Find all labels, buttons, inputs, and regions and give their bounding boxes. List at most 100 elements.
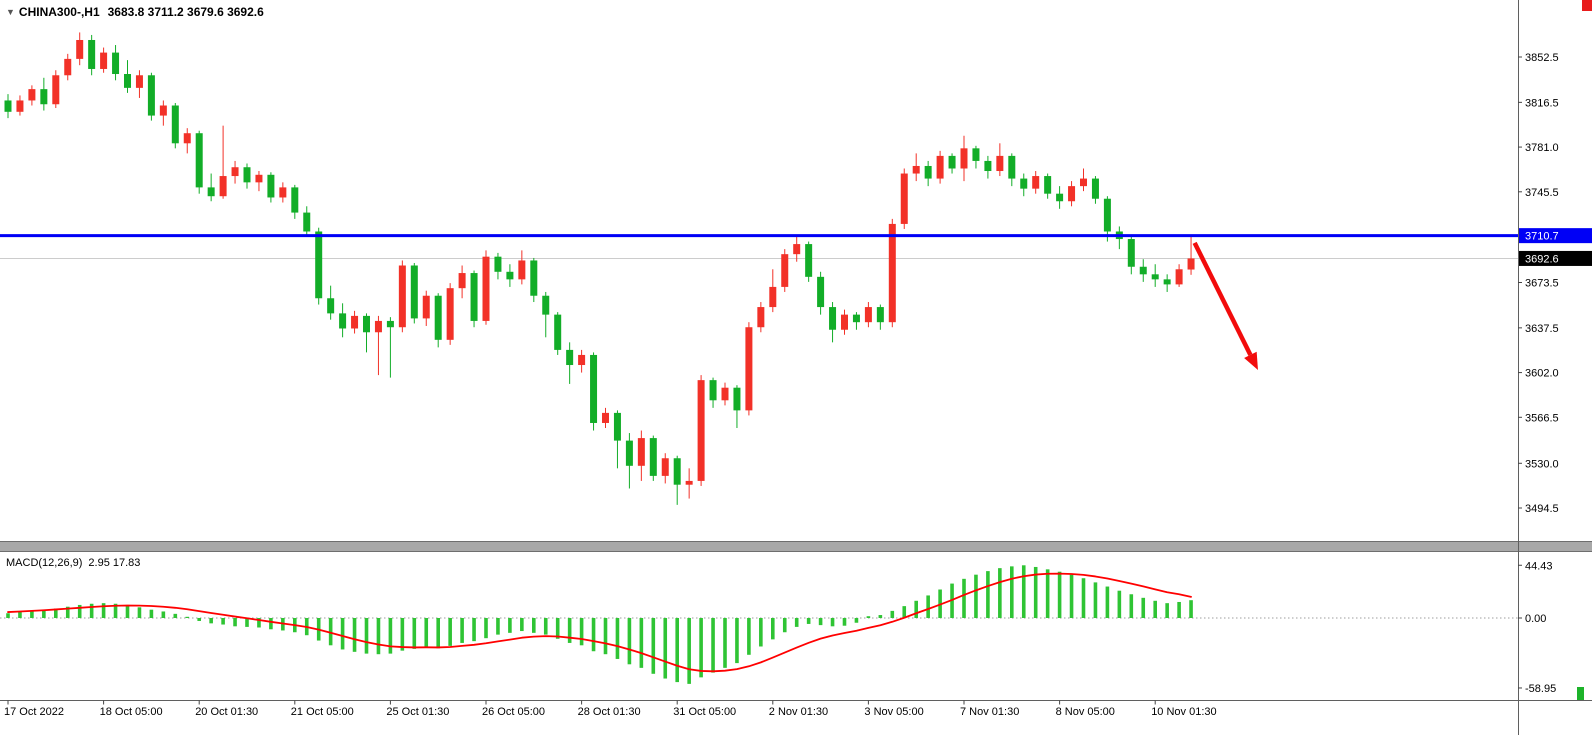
candle-body bbox=[470, 273, 478, 321]
macd-histogram-bar bbox=[412, 618, 417, 649]
price-axis-label: 3852.5 bbox=[1525, 52, 1559, 64]
macd-histogram-bar bbox=[830, 618, 835, 627]
macd-histogram-bar bbox=[340, 618, 345, 650]
candle-body bbox=[243, 167, 251, 183]
macd-histogram-bar bbox=[18, 612, 22, 618]
macd-histogram-bar bbox=[591, 618, 596, 652]
time-axis-label: 7 Nov 01:30 bbox=[960, 706, 1019, 718]
trend-arrow-shaft[interactable] bbox=[1192, 241, 1253, 356]
macd-histogram-bar bbox=[1057, 571, 1062, 618]
candle-body bbox=[781, 254, 789, 287]
macd-histogram-bar bbox=[1105, 586, 1110, 618]
time-axis-label: 17 Oct 2022 bbox=[4, 706, 64, 718]
panel-separator[interactable] bbox=[0, 541, 1592, 552]
candle-body bbox=[267, 174, 275, 198]
macd-histogram-bar bbox=[1189, 600, 1193, 618]
price-axis-label: 3745.5 bbox=[1525, 187, 1559, 199]
candle-body bbox=[948, 155, 956, 169]
macd-histogram-bar bbox=[627, 618, 632, 665]
candle-body bbox=[1187, 258, 1195, 270]
price-axis-label: 3673.5 bbox=[1525, 278, 1559, 290]
macd-histogram-bar bbox=[185, 616, 190, 618]
candle-body bbox=[888, 223, 896, 323]
macd-histogram-bar bbox=[6, 613, 10, 618]
candle-body bbox=[518, 260, 526, 280]
trend-arrow[interactable] bbox=[1192, 241, 1258, 371]
macd-histogram-bar bbox=[1010, 566, 1014, 618]
macd-histogram-bar bbox=[974, 574, 978, 618]
candle-body bbox=[1080, 178, 1087, 187]
time-axis-label: 10 Nov 01:30 bbox=[1151, 706, 1216, 718]
candles-layer bbox=[4, 32, 1195, 505]
macd-histogram-bar bbox=[723, 618, 727, 668]
macd-histogram-bar bbox=[257, 618, 261, 628]
candle-body bbox=[864, 307, 872, 323]
candle-body bbox=[972, 148, 980, 161]
candle-body bbox=[112, 52, 120, 75]
candle-body bbox=[446, 288, 454, 340]
candle-body bbox=[530, 260, 538, 296]
candle-body bbox=[1056, 193, 1064, 202]
macd-histogram-bar bbox=[1081, 578, 1086, 618]
macd-histogram-bar bbox=[173, 613, 178, 618]
macd-histogram-bar bbox=[1165, 603, 1169, 618]
macd-histogram-bar bbox=[1141, 597, 1146, 618]
candle-body bbox=[542, 295, 550, 315]
trend-arrow-head[interactable] bbox=[1244, 351, 1258, 371]
candle-body bbox=[88, 39, 96, 69]
candle-body bbox=[912, 165, 920, 174]
candle-body bbox=[1175, 269, 1183, 285]
candle-body bbox=[554, 314, 562, 350]
macd-axis-label: -58.95 bbox=[1525, 683, 1556, 695]
bid-price-tag-text: 3692.6 bbox=[1525, 253, 1559, 265]
macd-histogram-bar bbox=[233, 618, 237, 627]
candle-body bbox=[64, 58, 72, 76]
macd-histogram-bar bbox=[149, 609, 154, 618]
macd-signal-line bbox=[7, 572, 1192, 673]
macd-histogram-bar bbox=[496, 618, 500, 635]
macd-histogram-bar bbox=[567, 618, 572, 643]
macd-histogram-bar bbox=[675, 618, 679, 683]
macd-histogram-bar bbox=[209, 618, 213, 624]
candle-body bbox=[1020, 178, 1028, 189]
candle-body bbox=[1032, 176, 1040, 189]
symbol-dropdown-icon[interactable]: ▼ bbox=[6, 7, 15, 17]
macd-histogram-bar bbox=[878, 615, 883, 618]
time-axis-label: 8 Nov 05:00 bbox=[1056, 706, 1115, 718]
candle-body bbox=[829, 307, 837, 330]
candle-body bbox=[996, 155, 1004, 172]
candle-body bbox=[721, 387, 729, 401]
macd-histogram-bar bbox=[436, 618, 440, 649]
price-axis-label: 3566.5 bbox=[1525, 412, 1559, 424]
macd-histogram-bar bbox=[1021, 565, 1026, 618]
macd-values: 2.95 17.83 bbox=[88, 557, 141, 569]
candle-body bbox=[1068, 186, 1076, 202]
candle-body bbox=[291, 187, 299, 213]
candle-body bbox=[757, 307, 765, 328]
candle-body bbox=[327, 298, 335, 314]
macd-histogram-bar bbox=[1069, 574, 1074, 618]
candle-body bbox=[279, 187, 287, 198]
macd-histogram-bar bbox=[137, 607, 142, 618]
time-axis-label: 28 Oct 01:30 bbox=[578, 706, 641, 718]
candle-body bbox=[506, 271, 514, 280]
time-axis-label: 21 Oct 05:00 bbox=[291, 706, 354, 718]
candle-body bbox=[374, 320, 382, 333]
macd-histogram-bar bbox=[1033, 566, 1038, 618]
candle-body bbox=[578, 354, 586, 366]
candle-body bbox=[195, 133, 203, 188]
macd-histogram-layer bbox=[6, 565, 1193, 684]
macd-histogram-bar bbox=[747, 618, 751, 655]
bid-price-tag bbox=[1519, 250, 1592, 266]
macd-histogram-bar bbox=[986, 571, 990, 618]
macd-histogram-bar bbox=[735, 618, 739, 664]
price-axis-label: 3602.0 bbox=[1525, 368, 1559, 380]
time-axis-label: 3 Nov 05:00 bbox=[864, 706, 923, 718]
candle-body bbox=[434, 295, 442, 340]
candle-body bbox=[852, 314, 860, 323]
candle-body bbox=[733, 387, 741, 411]
candle-body bbox=[494, 256, 502, 272]
price-axis-label: 3494.5 bbox=[1525, 503, 1559, 515]
macd-histogram-bar bbox=[926, 595, 930, 618]
